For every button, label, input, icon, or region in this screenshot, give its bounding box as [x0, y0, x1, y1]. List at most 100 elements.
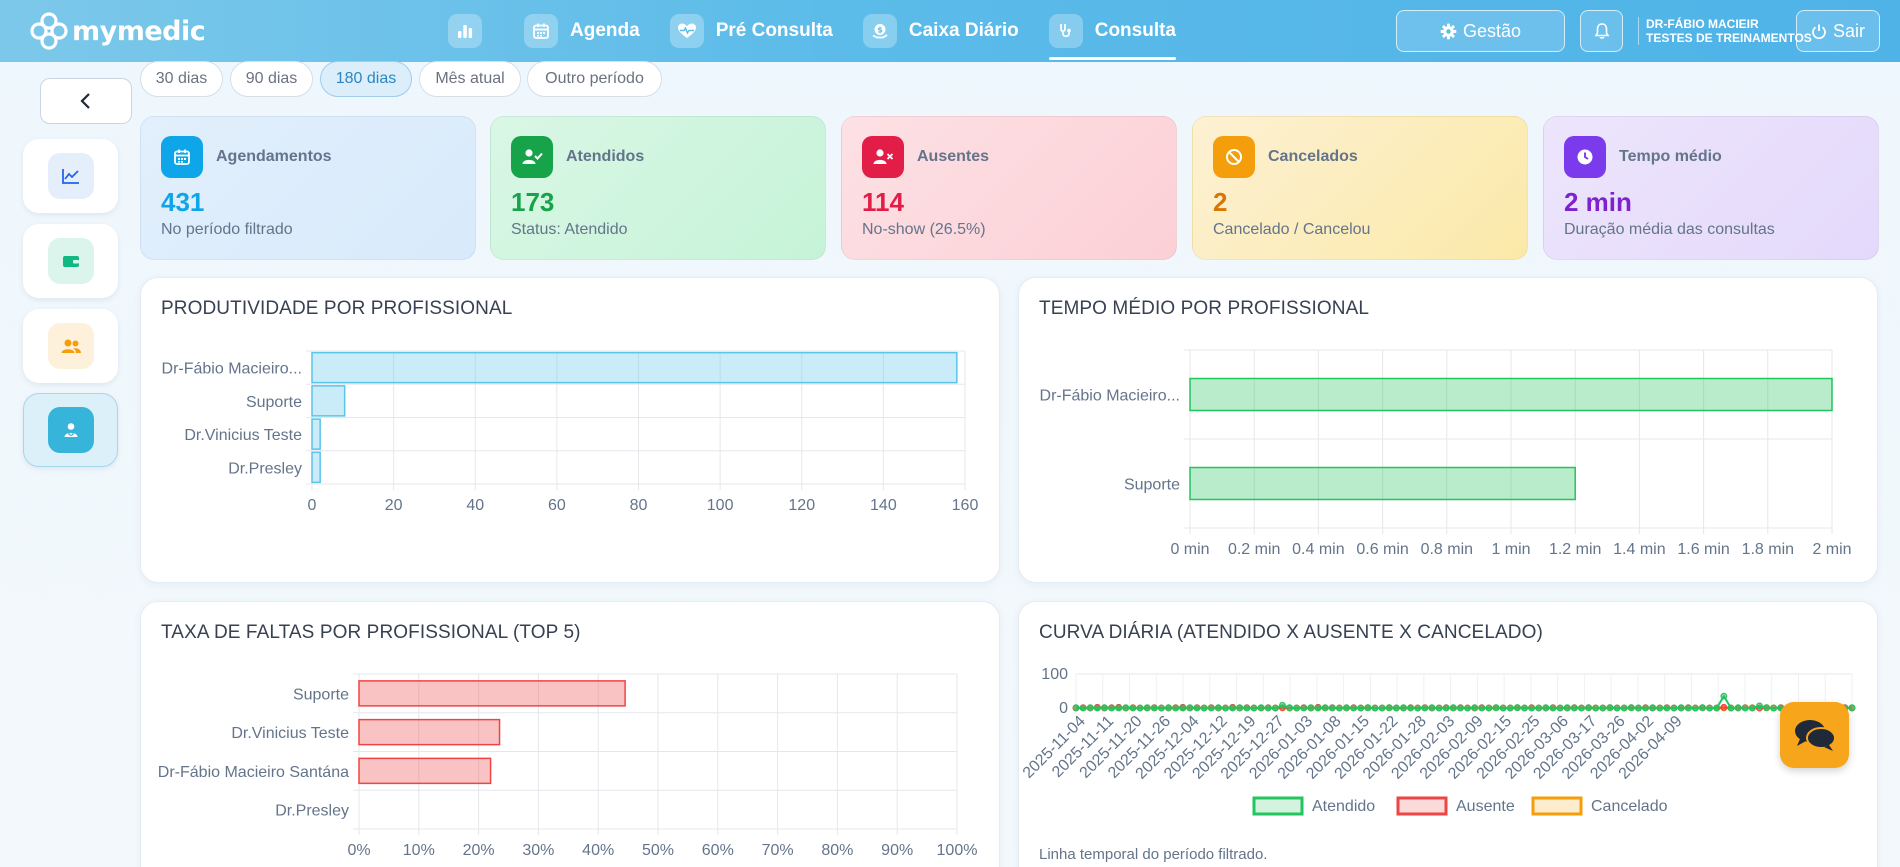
x-tick-label: 80%: [821, 842, 853, 859]
data-point: [1457, 704, 1464, 712]
x-tick-label: 160: [952, 497, 979, 514]
data-point: [1343, 704, 1350, 712]
logout-button[interactable]: Sair: [1796, 10, 1880, 52]
data-point: [1236, 704, 1244, 712]
nav-pre-consulta[interactable]: Pré Consulta: [658, 0, 845, 62]
data-point: [1357, 704, 1365, 712]
kpi-label: Ausentes: [917, 148, 990, 165]
y-category-label: Dr-Fábio Macieiro Santána: [158, 764, 349, 781]
user-name: DR-FÁBIO MACIEIR: [1646, 17, 1759, 31]
data-point: [1115, 704, 1123, 712]
data-point: [1464, 704, 1471, 712]
data-point: [1535, 704, 1543, 712]
x-tick-label: 2 min: [1812, 541, 1851, 558]
data-point: [1414, 704, 1422, 712]
kpi-subtitle: Status: Atendido: [511, 221, 628, 238]
data-point: [1542, 704, 1550, 712]
stethoscope-icon: [1048, 14, 1083, 48]
user-org: TESTES DE TREINAMENTOS: [1646, 31, 1812, 45]
top-navbar: mymedic Agenda Pré Consulta $ Caixa Diár…: [0, 0, 1900, 62]
bar: [311, 351, 958, 384]
nav-agenda[interactable]: Agenda: [512, 0, 652, 62]
x-tick-label: 70%: [762, 842, 794, 859]
data-point: [1706, 704, 1714, 712]
nav-caixa-diario[interactable]: $ Caixa Diário: [851, 0, 1031, 62]
doctor-icon: [47, 407, 94, 453]
sidebar-item-doctor[interactable]: [23, 393, 118, 467]
data-point: [1129, 704, 1137, 712]
wallet-icon: [47, 238, 94, 284]
nav-dashboard[interactable]: [436, 0, 506, 62]
data-point: [1364, 704, 1372, 712]
x-tick-label: 60%: [702, 842, 734, 859]
data-point: [1328, 704, 1336, 712]
legend-swatch: [1396, 796, 1448, 816]
filter-30-dias[interactable]: 30 dias: [140, 61, 223, 97]
data-point: [1264, 704, 1272, 712]
data-point: [1649, 704, 1657, 712]
bar: [358, 757, 492, 785]
data-point: [1713, 704, 1721, 712]
brand-name: mymedic: [72, 15, 206, 47]
filter-90-dias[interactable]: 90 dias: [230, 61, 313, 97]
kpi-label: Agendamentos: [216, 148, 332, 165]
data-point: [1321, 704, 1329, 712]
calendar-icon: [161, 136, 203, 178]
bell-icon: [1594, 22, 1610, 40]
chat-button[interactable]: [1780, 702, 1849, 768]
back-button[interactable]: [40, 78, 132, 124]
data-point: [1556, 704, 1564, 712]
data-point: [1279, 701, 1286, 709]
kpi-agendamentos: Agendamentos 431 No período filtrado: [140, 116, 476, 260]
filter-mes-atual[interactable]: Mês atual: [419, 61, 521, 97]
x-tick-label: 0 min: [1170, 541, 1209, 558]
gestao-button[interactable]: Gestão: [1396, 10, 1565, 52]
gestao-label: Gestão: [1462, 20, 1522, 41]
data-point: [1350, 704, 1358, 712]
filter-180-dias[interactable]: 180 dias: [320, 61, 412, 97]
data-point: [1720, 703, 1728, 711]
avg-time-chart: 0 min 0.2 min 0.4 min 0.6 min 0.8 min 1 min 1.…: [1040, 349, 1852, 558]
filter-outro-periodo[interactable]: Outro período: [527, 61, 662, 97]
kpi-value: 2 min: [1564, 187, 1632, 217]
y-category-label: Dr.Presley: [228, 460, 302, 477]
nav-caixa-label: Caixa Diário: [908, 20, 1019, 41]
kpi-value: 431: [161, 187, 205, 217]
notifications-button[interactable]: [1580, 10, 1623, 52]
data-point: [1756, 702, 1763, 710]
bar: [311, 451, 321, 484]
x-tick-label: 40: [466, 497, 484, 514]
data-point: [1186, 704, 1194, 712]
data-point: [1570, 704, 1578, 712]
data-point: [1101, 704, 1108, 712]
data-point: [1257, 704, 1265, 712]
user-check-icon: [511, 136, 553, 178]
bar: [311, 385, 346, 417]
data-point: [1578, 704, 1585, 712]
line-chart-icon: [47, 153, 94, 199]
data-point: [1677, 704, 1685, 712]
x-tick-label: 1 min: [1491, 541, 1530, 558]
gear-icon: [1440, 23, 1457, 40]
data-point: [1848, 704, 1856, 712]
data-point: [1734, 704, 1742, 712]
user-info[interactable]: DR-FÁBIO MACIEIR TESTES DE TREINAMENTOS: [1638, 17, 1812, 45]
data-point: [1307, 704, 1315, 712]
data-point: [1691, 704, 1699, 712]
kpi-subtitle: Cancelado / Cancelou: [1213, 221, 1371, 238]
brand-logo[interactable]: mymedic: [28, 10, 206, 52]
clock-icon: [1564, 136, 1606, 178]
x-tick-label: 0: [308, 497, 317, 514]
legend-swatch: [1252, 796, 1304, 816]
kpi-ausentes: Ausentes 114 No-show (26.5%): [841, 116, 1177, 260]
sidebar-item-wallet[interactable]: [23, 224, 118, 298]
nav-consulta[interactable]: Consulta: [1037, 0, 1188, 62]
sidebar-item-charts[interactable]: [23, 139, 118, 213]
x-tick-label: 1.4 min: [1613, 541, 1665, 558]
x-tick-label: 1.2 min: [1549, 541, 1601, 558]
data-point: [1635, 704, 1642, 712]
data-point: [1499, 704, 1507, 712]
data-point: [1136, 704, 1144, 712]
sidebar-item-users[interactable]: [23, 309, 118, 383]
data-point: [1243, 704, 1251, 712]
